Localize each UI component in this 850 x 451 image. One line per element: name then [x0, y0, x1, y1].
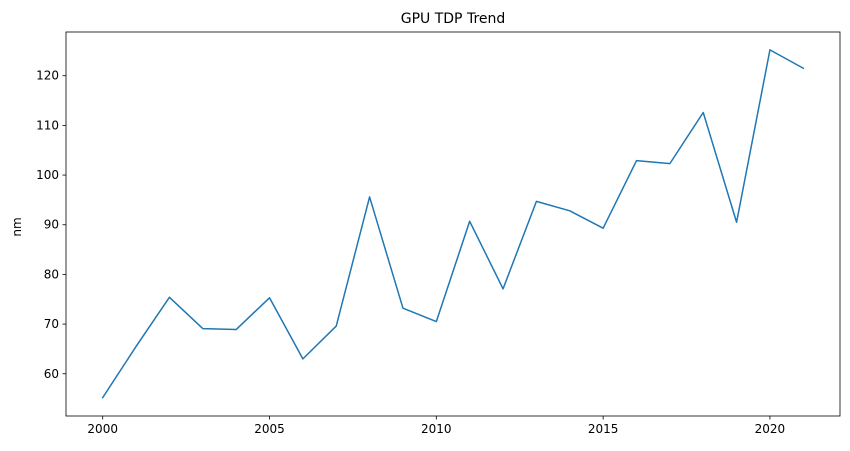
x-tick-label: 2020	[755, 422, 786, 436]
y-tick-label: 60	[44, 367, 59, 381]
y-tick-label: 90	[44, 218, 59, 232]
x-tick-label: 2005	[254, 422, 285, 436]
y-tick-label: 70	[44, 317, 59, 331]
axes-frame	[65, 31, 841, 417]
series-line-0	[101, 49, 805, 399]
plot-area: 2000 2005 2010 2015 2020 60 70 80 90 100 110 120	[36, 31, 841, 436]
x-tick-label: 2015	[588, 422, 619, 436]
y-tick-label: 80	[44, 267, 59, 281]
y-axis-label: nm	[10, 217, 24, 236]
x-tick-label: 2000	[87, 422, 118, 436]
y-tick-label: 100	[36, 168, 59, 182]
y-tick-label: 110	[36, 118, 59, 132]
y-tick-label: 120	[36, 69, 59, 83]
chart-title: GPU TDP Trend	[401, 11, 506, 27]
x-tick-label: 2010	[421, 422, 452, 436]
